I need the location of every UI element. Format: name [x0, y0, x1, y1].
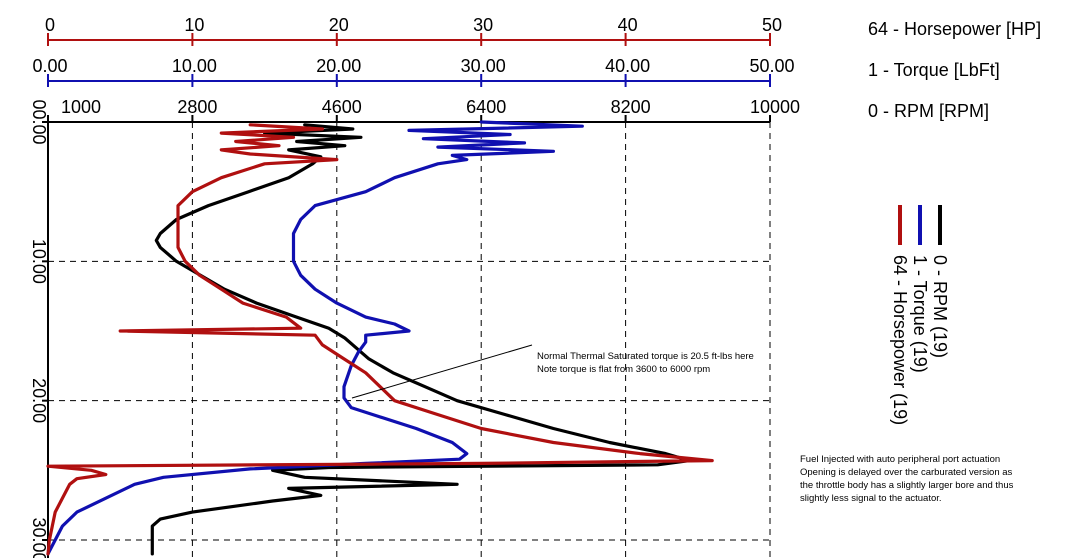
time-tick-label: 00.00	[29, 99, 49, 144]
axis-tick-label: 1000	[61, 97, 101, 117]
axis-tick-label: 50.00	[749, 56, 794, 76]
axis-tick-label: 30	[473, 15, 493, 35]
time-tick-label: 30.00	[29, 517, 49, 558]
axis-tick-label: 40.00	[605, 56, 650, 76]
annotation-fuel-line-2: Opening is delayed over the carburated v…	[800, 467, 1013, 478]
series-line-0-rpm-19	[150, 123, 692, 556]
legend-entry-64-horsepower-19: 64 - Horsepower (19)	[890, 255, 910, 425]
axis-tick-label: 0	[45, 15, 55, 35]
annotation-torque-line-1: Normal Thermal Saturated torque is 20.5 …	[537, 351, 754, 362]
annotation-fuel-line-1: Fuel Injected with auto peripheral port …	[800, 454, 1000, 465]
annotation-fuel-injection: Fuel Injected with auto peripheral port …	[800, 454, 1016, 504]
annotation-fuel-line-4: slightly less signal to the actuator.	[800, 493, 942, 504]
annotation-fuel-line-3: the throttle body has a slightly larger …	[800, 480, 1014, 491]
series-line-1-torque-19	[46, 120, 584, 556]
legend-entry-0-rpm-19: 0 - RPM (19)	[930, 255, 950, 358]
legend-entry-1-torque-19: 1 - Torque (19)	[910, 255, 930, 373]
axis-tick-label: 10000	[750, 97, 800, 117]
series-lines	[46, 120, 714, 556]
series-line-64-horsepower-19	[46, 123, 714, 556]
axis-title-0-rpm-rpm: 0 - RPM [RPM]	[868, 101, 989, 121]
time-axis: 00.00 10.00 20.00 30.00	[29, 99, 49, 558]
annotation-torque: Normal Thermal Saturated torque is 20.5 …	[537, 351, 757, 375]
axis-tick-label: 6400	[466, 97, 506, 117]
axis-tick-label: 2800	[177, 97, 217, 117]
value-axes: 0 10 20 30 40 50 64 - Horsepower [HP] 0.00 10.00…	[32, 15, 1041, 123]
plot-grid	[48, 122, 771, 558]
axis-tick-label: 40	[618, 15, 638, 35]
time-tick-label: 20.00	[29, 378, 49, 423]
axis-tick-label: 20	[329, 15, 349, 35]
axis-tick-label: 20.00	[316, 56, 361, 76]
axis-tick-label: 8200	[611, 97, 651, 117]
axis-title-1-torque-lbft: 1 - Torque [LbFt]	[868, 60, 1000, 80]
axis-tick-label: 4600	[322, 97, 362, 117]
axis-tick-label: 50	[762, 15, 782, 35]
axis-tick-label: 30.00	[461, 56, 506, 76]
annotation-torque-line-2: Note torque is flat from 3600 to 6000 rp…	[537, 364, 710, 375]
axis-title-64-horsepower-hp: 64 - Horsepower [HP]	[868, 19, 1041, 39]
axis-tick-label: 10	[184, 15, 204, 35]
axis-tick-label: 10.00	[172, 56, 217, 76]
time-tick-label: 10.00	[29, 239, 49, 284]
axis-tick-label: 0.00	[32, 56, 67, 76]
annotation-leader-line	[351, 344, 533, 399]
legend: 0 - RPM (19)1 - Torque (19)64 - Horsepow…	[890, 205, 950, 425]
